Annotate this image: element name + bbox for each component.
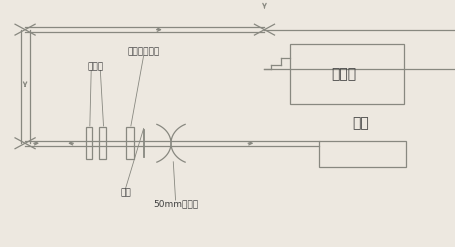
Text: 可调式衰减片: 可调式衰减片 (127, 47, 159, 56)
Text: 样品: 样品 (351, 117, 368, 130)
Text: 50mm凸透镜: 50mm凸透镜 (153, 199, 197, 208)
Bar (289, 44, 403, 104)
Bar (318, 141, 405, 167)
Text: 激光器: 激光器 (331, 67, 356, 81)
Bar (86, 127, 92, 159)
Text: 衰减片: 衰减片 (87, 62, 104, 71)
Bar (99, 127, 106, 159)
Text: 小孔: 小孔 (120, 188, 131, 197)
Bar (126, 127, 134, 159)
